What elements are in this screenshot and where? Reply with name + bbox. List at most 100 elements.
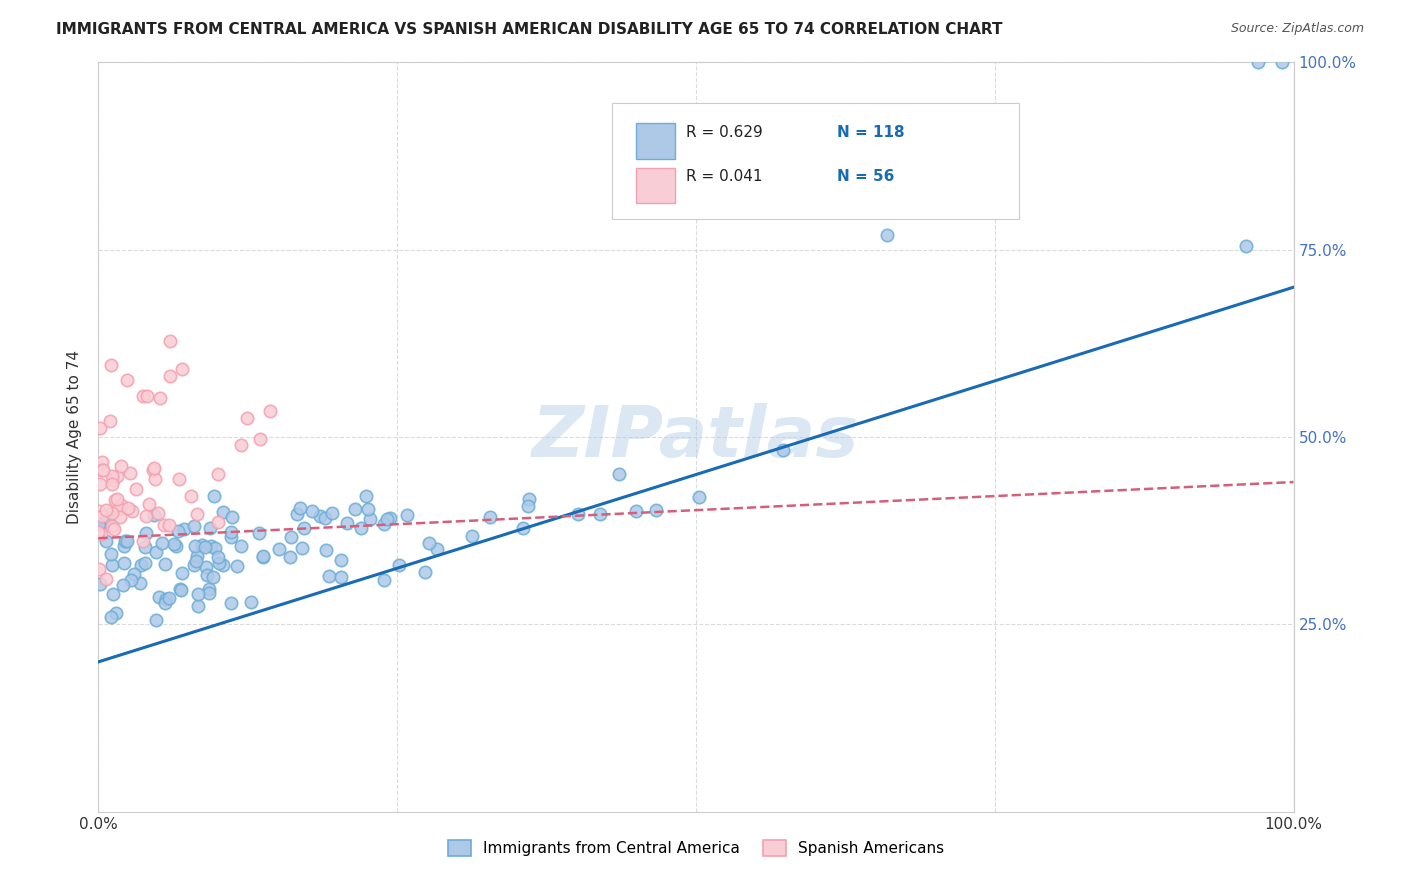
Spanish Americans — [136, 389, 159, 403]
Immigrants from Central America — [413, 565, 436, 579]
Spanish Americans — [132, 533, 155, 548]
Immigrants from Central America — [226, 559, 249, 574]
Spanish Americans — [167, 472, 190, 486]
Spanish Americans — [118, 466, 141, 480]
Immigrants from Central America — [135, 526, 157, 541]
Immigrants from Central America — [87, 516, 110, 531]
Spanish Americans — [96, 502, 118, 516]
Spanish Americans — [229, 437, 252, 451]
Spanish Americans — [149, 391, 172, 405]
Immigrants from Central America — [772, 443, 794, 458]
Immigrants from Central America — [195, 567, 218, 582]
Immigrants from Central America — [169, 582, 191, 597]
Immigrants from Central America — [100, 610, 122, 624]
Spanish Americans — [101, 519, 124, 533]
Spanish Americans — [100, 358, 122, 372]
Immigrants from Central America — [143, 508, 166, 522]
Immigrants from Central America — [91, 516, 114, 530]
Immigrants from Central America — [388, 558, 411, 572]
Spanish Americans — [91, 455, 114, 469]
Spanish Americans — [170, 361, 193, 376]
Immigrants from Central America — [688, 490, 710, 504]
Immigrants from Central America — [115, 534, 138, 549]
Spanish Americans — [117, 374, 139, 388]
Immigrants from Central America — [517, 491, 540, 506]
Spanish Americans — [132, 389, 155, 403]
Immigrants from Central America — [183, 539, 205, 553]
Immigrants from Central America — [155, 591, 177, 606]
Immigrants from Central America — [396, 508, 419, 522]
Immigrants from Central America — [219, 596, 242, 610]
Spanish Americans — [207, 516, 229, 530]
Immigrants from Central America — [186, 554, 208, 568]
Immigrants from Central America — [589, 507, 612, 521]
Immigrants from Central America — [100, 547, 122, 561]
Immigrants from Central America — [97, 511, 120, 525]
Immigrants from Central America — [377, 512, 399, 526]
Immigrants from Central America — [359, 511, 381, 525]
Immigrants from Central America — [354, 489, 377, 503]
Immigrants from Central America — [512, 521, 534, 535]
Immigrants from Central America — [239, 595, 262, 609]
Spanish Americans — [104, 492, 127, 507]
Spanish Americans — [108, 502, 131, 516]
Text: R = 0.041: R = 0.041 — [686, 169, 762, 184]
Immigrants from Central America — [152, 536, 174, 550]
Immigrants from Central America — [252, 549, 274, 564]
Immigrants from Central America — [163, 537, 186, 551]
Spanish Americans — [101, 473, 124, 487]
Immigrants from Central America — [94, 533, 117, 548]
Immigrants from Central America — [202, 489, 225, 503]
Spanish Americans — [135, 508, 157, 523]
Text: N = 118: N = 118 — [837, 125, 904, 139]
Spanish Americans — [117, 501, 139, 516]
Immigrants from Central America — [194, 540, 217, 554]
Immigrants from Central America — [418, 535, 440, 549]
Immigrants from Central America — [285, 507, 308, 521]
Immigrants from Central America — [195, 560, 218, 574]
Spanish Americans — [87, 562, 110, 576]
Spanish Americans — [101, 468, 124, 483]
Immigrants from Central America — [200, 539, 222, 553]
Immigrants from Central America — [373, 516, 395, 531]
Immigrants from Central America — [478, 510, 501, 524]
Spanish Americans — [236, 411, 259, 425]
Immigrants from Central America — [173, 522, 195, 536]
Spanish Americans — [98, 414, 121, 428]
Spanish Americans — [143, 472, 166, 486]
Spanish Americans — [142, 463, 165, 477]
Spanish Americans — [110, 499, 132, 513]
Immigrants from Central America — [114, 533, 136, 548]
Immigrants from Central America — [252, 549, 274, 564]
Immigrants from Central America — [197, 582, 219, 597]
Immigrants from Central America — [330, 553, 353, 567]
Text: R = 0.629: R = 0.629 — [686, 125, 763, 139]
Immigrants from Central America — [166, 524, 188, 538]
Immigrants from Central America — [187, 587, 209, 601]
Immigrants from Central America — [350, 521, 373, 535]
Immigrants from Central America — [89, 577, 111, 591]
Immigrants from Central America — [329, 570, 352, 584]
Immigrants from Central America — [336, 516, 359, 530]
Spanish Americans — [93, 463, 115, 477]
Immigrants from Central America — [517, 500, 540, 514]
Immigrants from Central America — [1247, 55, 1270, 70]
Spanish Americans — [142, 460, 165, 475]
Immigrants from Central America — [153, 557, 176, 571]
Spanish Americans — [105, 469, 128, 483]
Immigrants from Central America — [219, 530, 242, 544]
Spanish Americans — [186, 507, 208, 521]
Immigrants from Central America — [380, 510, 402, 524]
Immigrants from Central America — [202, 569, 225, 583]
Immigrants from Central America — [357, 502, 380, 516]
Immigrants from Central America — [426, 541, 449, 556]
Text: ZIPatlas: ZIPatlas — [533, 402, 859, 472]
Immigrants from Central America — [373, 574, 395, 588]
Spanish Americans — [94, 572, 117, 586]
Immigrants from Central America — [1234, 239, 1257, 253]
Immigrants from Central America — [198, 586, 221, 600]
Immigrants from Central America — [292, 521, 315, 535]
Spanish Americans — [101, 506, 124, 520]
Immigrants from Central America — [104, 606, 127, 620]
Immigrants from Central America — [280, 549, 302, 564]
